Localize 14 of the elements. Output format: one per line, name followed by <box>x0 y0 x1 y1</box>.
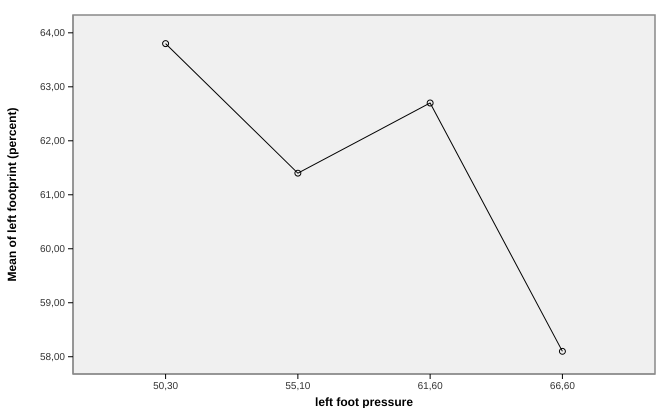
point <box>294 170 302 177</box>
y-tick-label: 61,00 <box>40 190 66 201</box>
x-tick-label: 66,60 <box>550 381 576 392</box>
x-tick-label: 61,60 <box>418 381 444 392</box>
y-tick-label: 60,00 <box>40 244 66 255</box>
x-tick-label: 55,10 <box>285 381 311 392</box>
y-tick-label: 62,00 <box>40 136 66 147</box>
y-tick-label: 59,00 <box>40 298 66 309</box>
y-tick-label: 63,00 <box>40 82 66 93</box>
x-tick-label: 50,30 <box>153 381 179 392</box>
point <box>426 100 434 106</box>
y-tick-label: 58,00 <box>40 352 66 363</box>
y-axis-title: Mean of left footprint (percent) <box>5 108 19 282</box>
y-tick-label: 64,00 <box>40 28 66 40</box>
